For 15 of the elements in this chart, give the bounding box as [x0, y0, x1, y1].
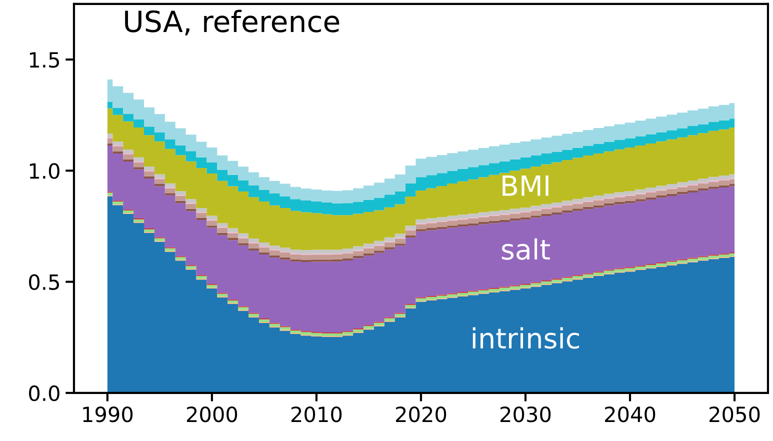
- x-tick-label: 2040: [605, 406, 656, 422]
- x-tick-label: 2030: [500, 406, 551, 422]
- y-tick-label: 1.0: [30, 163, 60, 179]
- series-label: salt: [502, 238, 550, 260]
- y-tick-label: 0.5: [29, 274, 59, 290]
- y-tick-label: 0.0: [29, 385, 60, 402]
- x-tick-label: 2000: [186, 406, 238, 422]
- x-tick-label: 2010: [291, 406, 342, 422]
- series-label: intrinsic: [472, 327, 579, 349]
- x-tick-label: 1990: [83, 406, 133, 422]
- y-tick-label: 1.5: [30, 52, 59, 68]
- series-label: BMI: [502, 176, 548, 196]
- x-tick-label: 2020: [396, 406, 446, 422]
- chart-title: USA, reference: [125, 10, 340, 36]
- x-tick-label: 2050: [710, 406, 760, 422]
